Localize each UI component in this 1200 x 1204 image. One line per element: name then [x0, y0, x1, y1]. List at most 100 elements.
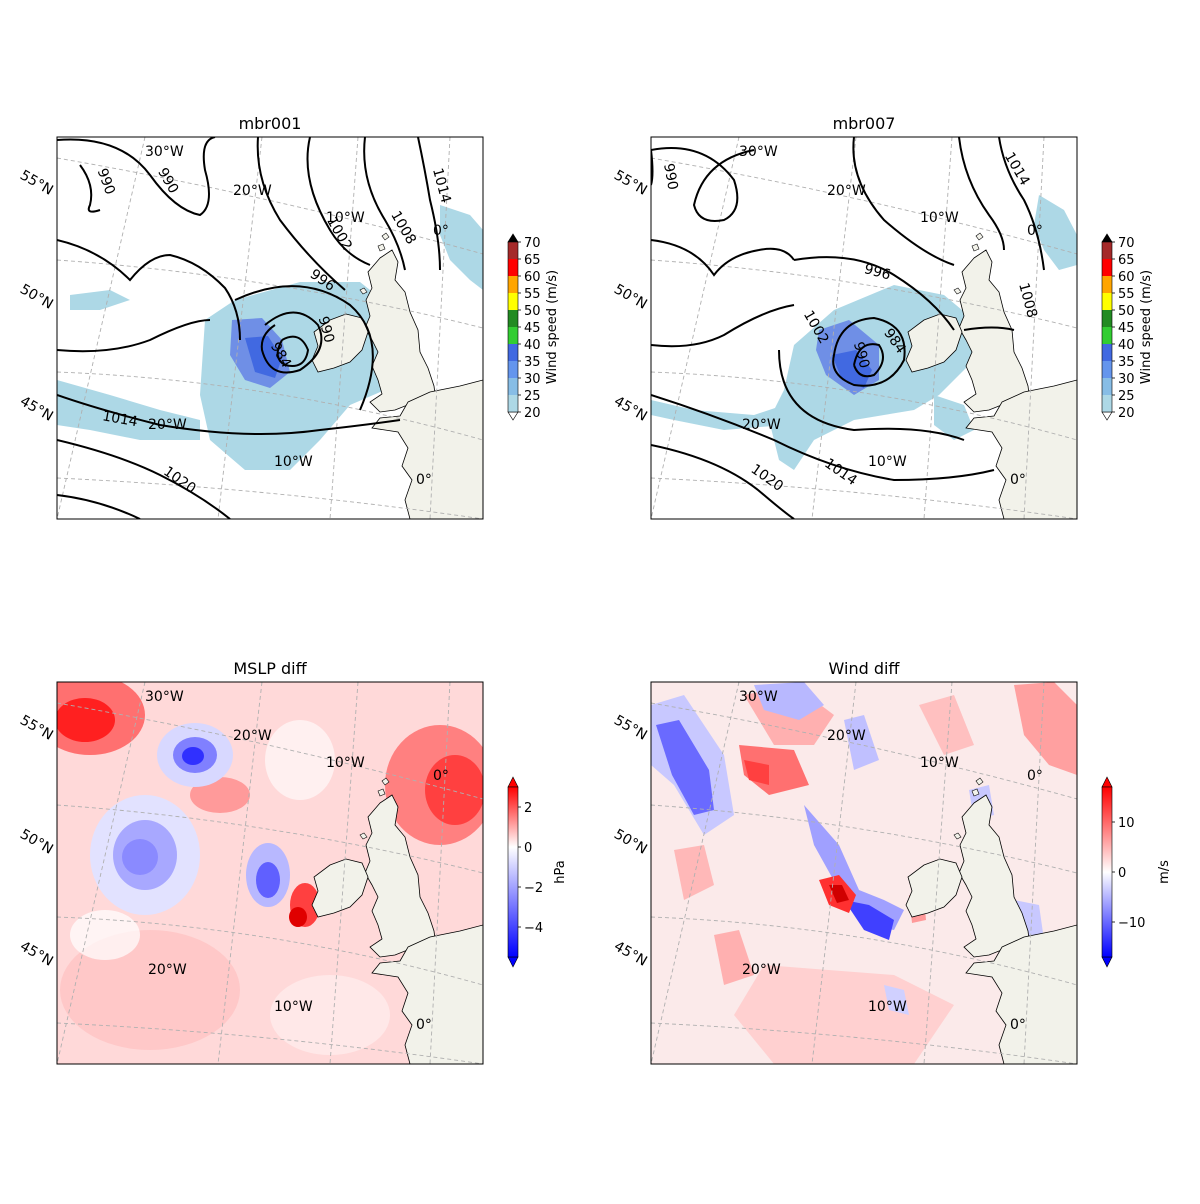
gridlabel-0: 0°	[433, 768, 449, 784]
panel-wind-diff: Wind diff	[611, 659, 1078, 1065]
colorbar-tick-label: 50	[1118, 304, 1135, 319]
gridlabel-30w: 30°W	[145, 144, 184, 160]
gridlabel-10w: 10°W	[274, 454, 313, 470]
colorbar-wind-speed: 20 25 30 35 40 45 50 55 60 65 70 Wind speed (m/s)	[1101, 233, 1154, 421]
gridlabel-10w: 10°W	[274, 999, 313, 1015]
colorbar-extend-max	[507, 233, 519, 243]
panel-title: Wind diff	[829, 659, 901, 678]
colorbar-extend-min	[507, 411, 519, 421]
gridlabel-30w: 30°W	[739, 144, 778, 160]
colorbar-tick-label: 25	[1118, 389, 1135, 404]
gridlabel-0: 0°	[416, 472, 432, 488]
gridlabel-30w: 30°W	[145, 689, 184, 705]
gridlabel-20w: 20°W	[148, 417, 187, 433]
gridlabel-10w: 10°W	[868, 454, 907, 470]
contour-label: 996	[862, 261, 892, 283]
colorbar-gradient	[507, 786, 519, 958]
colorbar-tick-label: 55	[1118, 287, 1135, 302]
colorbar-tick-label: 50	[524, 304, 541, 319]
gridlabel-10w: 10°W	[920, 755, 959, 771]
gridlabel-0: 0°	[1027, 768, 1043, 784]
colorbar-segment	[1102, 242, 1112, 259]
colorbar-label: hPa	[553, 860, 568, 883]
gridlabel-50n: 50°N	[611, 826, 650, 858]
colorbar-mslp: 2 0 −2 −4 hPa	[507, 776, 568, 968]
isobars	[651, 137, 1045, 519]
gridlabel-20w: 20°W	[233, 183, 272, 199]
colorbar-gradient	[1101, 786, 1113, 958]
gridlabel-20w: 20°W	[233, 728, 272, 744]
colorbar-segment	[1102, 259, 1112, 276]
gridlabel-55n: 55°N	[611, 167, 650, 199]
colorbar-tick-label: 40	[1118, 338, 1135, 353]
gridlabel-30w: 30°W	[739, 689, 778, 705]
gridlabel-45n: 45°N	[611, 393, 650, 425]
panel-title: MSLP diff	[233, 659, 307, 678]
colorbar-tick-label: 65	[1118, 253, 1135, 268]
gridlabel-20w: 20°W	[148, 962, 187, 978]
colorbar-segment	[508, 327, 518, 344]
colorbar-tick-label: 0	[524, 841, 532, 856]
colorbar-tick-label: 30	[524, 372, 541, 387]
colorbar-tick-label: −10	[1118, 916, 1145, 931]
panel-title: mbr007	[833, 114, 896, 133]
colorbar-tick-label: 70	[524, 236, 541, 251]
gridlabel-20w: 20°W	[742, 962, 781, 978]
gridlabel-0: 0°	[433, 223, 449, 239]
colorbar-segment	[508, 242, 518, 259]
colorbar-extend-min	[507, 956, 519, 968]
colorbar-extend-min	[1101, 411, 1113, 421]
colorbar-tick-label: −2	[524, 881, 543, 896]
colorbar-extend-max	[1101, 233, 1113, 243]
gridlabel-0: 0°	[1027, 223, 1043, 239]
gridlabel-50n: 50°N	[17, 281, 56, 313]
colorbar-segment	[1102, 310, 1112, 327]
colorbar-label: Wind speed (m/s)	[545, 270, 560, 384]
colorbar-segment	[1102, 276, 1112, 293]
gridlabel-20w: 20°W	[742, 417, 781, 433]
colorbar-segment	[508, 378, 518, 395]
colorbar-tick-label: 65	[524, 253, 541, 268]
colorbar-tick-label: 0	[1118, 866, 1126, 881]
gridlabel-55n: 55°N	[611, 712, 650, 744]
colorbar-segment	[1102, 327, 1112, 344]
colorbar-tick-label: 70	[1118, 236, 1135, 251]
contour-label: 990	[850, 340, 872, 370]
isobars	[57, 137, 441, 519]
colorbar-tick-label: 60	[524, 270, 541, 285]
gridlabel-0: 0°	[416, 1017, 432, 1033]
gridlabel-50n: 50°N	[17, 826, 56, 858]
gridlabel-45n: 45°N	[17, 393, 56, 425]
gridlabel-10w: 10°W	[920, 210, 959, 226]
mslp-diff-field	[57, 682, 483, 1055]
contour-label: 990	[315, 315, 337, 345]
gridlabel-55n: 55°N	[17, 712, 56, 744]
colorbar-segment	[1102, 361, 1112, 378]
panel-mbr007: mbr007	[611, 114, 1078, 520]
colorbar-label: Wind speed (m/s)	[1139, 270, 1154, 384]
colorbar-extend-max	[1101, 776, 1113, 788]
contour-label: 1014	[101, 408, 139, 430]
colorbar-tick-label: 35	[1118, 355, 1135, 370]
panel-mbr001: mbr001	[17, 114, 484, 520]
gridlabel-20w: 20°W	[827, 728, 866, 744]
colorbar-segment	[508, 259, 518, 276]
colorbar-tick-label: 30	[1118, 372, 1135, 387]
panel-title: mbr001	[239, 114, 302, 133]
colorbar-tick-label: 10	[1118, 816, 1135, 831]
gridlabel-45n: 45°N	[17, 938, 56, 970]
colorbar-tick-label: −4	[524, 921, 543, 936]
gridlabel-55n: 55°N	[17, 167, 56, 199]
colorbar-extend-min	[1101, 956, 1113, 968]
colorbar-tick-label: 35	[524, 355, 541, 370]
colorbar-tick-label: 45	[524, 321, 541, 336]
colorbar-tick-label: 20	[524, 406, 541, 421]
gridlabel-0: 0°	[1010, 472, 1026, 488]
colorbar-wind-speed: 20 25 30 35 40 45 50 55 60 65 70 Wind speed (m/s)	[507, 233, 560, 421]
colorbar-extend-max	[507, 776, 519, 788]
colorbar-tick-label: 45	[1118, 321, 1135, 336]
colorbar-tick-label: 40	[524, 338, 541, 353]
colorbar-segment	[1102, 378, 1112, 395]
colorbar-segment	[1102, 293, 1112, 310]
gridlabel-0: 0°	[1010, 1017, 1026, 1033]
